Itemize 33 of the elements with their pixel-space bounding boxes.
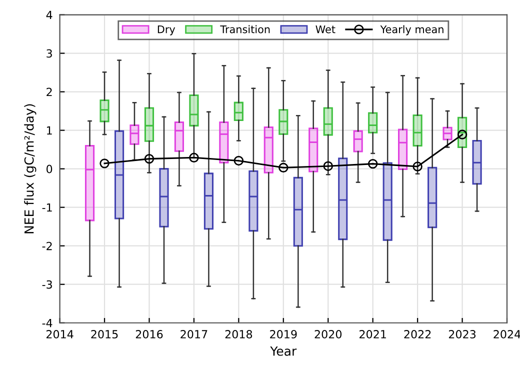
point <box>278 162 288 173</box>
legend-label: Yearly mean <box>380 25 444 36</box>
x-tick-label: 2017 <box>180 330 208 338</box>
point <box>368 158 378 169</box>
legend-label: Wet <box>316 25 336 34</box>
point <box>144 154 154 164</box>
x-tick-label: 2023 <box>448 330 476 338</box>
x-tick-label: 2020 <box>314 330 342 338</box>
x-tick-label: 2016 <box>136 330 163 338</box>
x-tick-label: 2022 <box>404 330 431 338</box>
legend-label: Dry <box>158 25 176 36</box>
y-axis-title: NEE flux (gC/m²/day) <box>24 104 36 234</box>
y-tick-label: 2 <box>46 88 52 96</box>
legend-label: Transition <box>220 25 270 34</box>
point <box>189 152 199 163</box>
y-tick-label: -4 <box>42 318 52 328</box>
x-tick-label: 2019 <box>270 330 297 338</box>
y-tick-label: 0 <box>46 164 52 174</box>
point <box>234 156 244 166</box>
y-tick-label: 3 <box>46 49 52 58</box>
point <box>323 161 333 171</box>
y-tick-label: -2 <box>42 242 52 250</box>
y-tick-label: -1 <box>42 203 52 212</box>
y-tick-label: 1 <box>47 126 52 135</box>
x-axis-title: Year <box>270 346 297 356</box>
x-tick-label: 2014 <box>46 330 74 338</box>
x-tick-label: 2021 <box>360 330 386 338</box>
y-tick-label: -3 <box>42 280 52 289</box>
point <box>412 162 422 172</box>
x-tick-label: 2015 <box>91 330 118 338</box>
y-tick-label: 4 <box>46 10 52 19</box>
x-tick-label: 2018 <box>225 330 252 338</box>
point <box>100 158 110 168</box>
